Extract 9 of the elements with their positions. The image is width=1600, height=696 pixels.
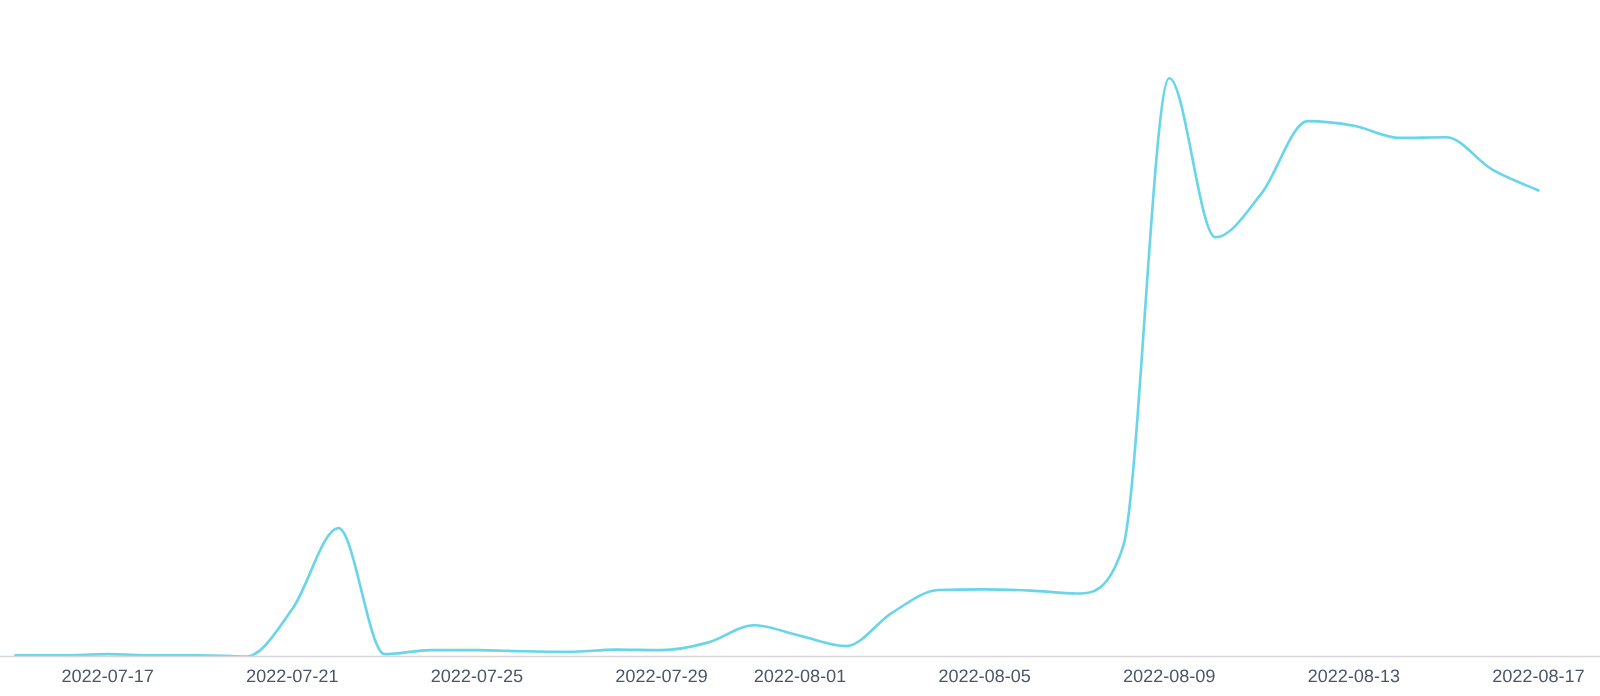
x-tick-label: 2022-08-13 xyxy=(1308,669,1400,683)
x-tick-label: 2022-07-17 xyxy=(62,669,153,683)
x-tick-label: 2022-07-21 xyxy=(247,669,338,683)
x-tick-label: 2022-08-01 xyxy=(754,669,846,683)
x-tick-label: 2022-07-29 xyxy=(616,669,707,683)
x-tick-label: 2022-07-25 xyxy=(431,669,523,683)
x-tick-label: 2022-08-09 xyxy=(1123,669,1215,683)
x-tick-label: 2022-08-05 xyxy=(939,669,1031,683)
x-tick-label: 2022-08-17 xyxy=(1493,669,1584,683)
